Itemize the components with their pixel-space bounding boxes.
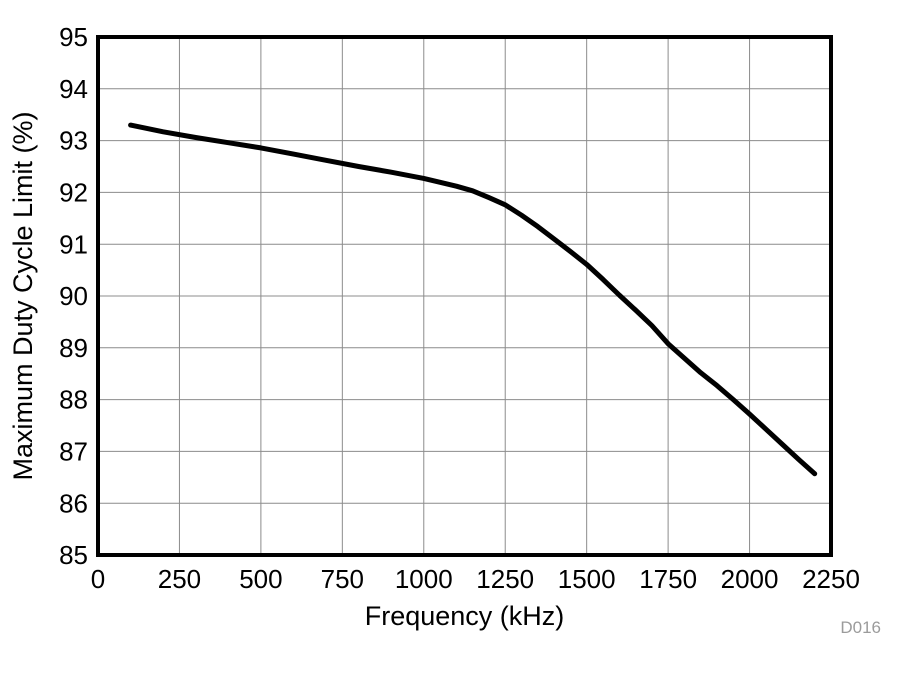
plot-border (96, 35, 833, 557)
y-tick-label: 85 (59, 540, 88, 570)
y-tick-label: 88 (59, 385, 88, 415)
y-tick-label: 90 (59, 281, 88, 311)
y-tick-label: 86 (59, 488, 88, 518)
y-tick-label: 94 (59, 74, 88, 104)
y-tick-label: 91 (59, 229, 88, 259)
x-tick-label: 1000 (395, 564, 453, 594)
x-tick-label: 2000 (721, 564, 779, 594)
y-tick-label: 92 (59, 178, 88, 208)
x-tick-label: 1750 (639, 564, 697, 594)
y-axis-title: Maximum Duty Cycle Limit (%) (8, 111, 38, 481)
y-tick-label: 89 (59, 333, 88, 363)
series-line (128, 122, 818, 477)
x-tick-label: 250 (158, 564, 201, 594)
figure-code: D016 (840, 618, 881, 637)
x-axis-title: Frequency (kHz) (364, 601, 565, 631)
x-tick-label: 0 (91, 564, 105, 594)
x-tick-label: 1500 (558, 564, 616, 594)
y-tick-label: 87 (59, 437, 88, 467)
y-tick-label: 93 (59, 126, 88, 156)
x-tick-label: 2250 (802, 564, 860, 594)
x-tick-label: 500 (239, 564, 282, 594)
x-tick-label: 750 (321, 564, 364, 594)
x-tick-label: 1250 (476, 564, 534, 594)
y-tick-label: 95 (59, 22, 88, 52)
